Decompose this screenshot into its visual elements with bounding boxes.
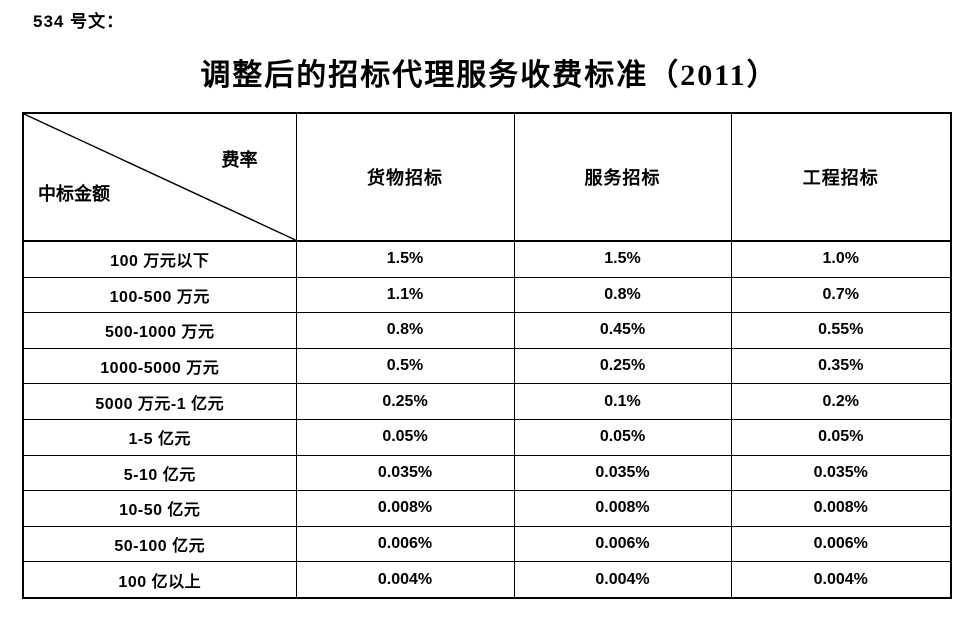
diagonal-line: [24, 114, 296, 240]
row-label: 5-10 亿元: [22, 454, 297, 492]
rate-value-cell: 0.006%: [513, 525, 732, 563]
rate-value-cell: 0.25%: [513, 347, 732, 385]
doc-number-label: 534 号文：: [33, 12, 125, 31]
table-row: 500-1000 万元 0.8% 0.45% 0.55%: [22, 312, 952, 349]
rate-value-cell: 0.008%: [513, 490, 732, 527]
rate-value-cell: 0.035%: [730, 454, 952, 492]
row-label: 1000-5000 万元: [22, 347, 297, 385]
rate-value-cell: 0.45%: [513, 312, 732, 349]
corner-label-amount: 中标金额: [38, 184, 110, 204]
row-label: 10-50 亿元: [22, 490, 297, 527]
table-row: 50-100 亿元 0.006% 0.006% 0.006%: [22, 525, 952, 563]
header-row: 费率 中标金额 货物招标 服务招标 工程招标: [22, 112, 952, 242]
table-row: 100 亿以上 0.004% 0.004% 0.004%: [22, 561, 952, 599]
diagonal-header-cell: 费率 中标金额: [22, 112, 297, 242]
rate-value-cell: 0.8%: [295, 312, 515, 349]
rate-value-cell: 0.8%: [513, 276, 732, 314]
fee-table-body: 100 万元以下 1.5% 1.5% 1.0% 100-500 万元 1.1% 0.8% 0.…: [22, 240, 952, 599]
rate-value-cell: 1.0%: [730, 240, 952, 278]
rate-value-cell: 0.35%: [730, 347, 952, 385]
table-row: 1-5 亿元 0.05% 0.05% 0.05%: [22, 418, 952, 456]
rate-value-cell: 1.5%: [513, 240, 732, 278]
column-header-goods: 货物招标: [295, 112, 515, 242]
table-row: 100-500 万元 1.1% 0.8% 0.7%: [22, 276, 952, 314]
rate-value-cell: 0.1%: [513, 383, 732, 420]
table-row: 10-50 亿元 0.008% 0.008% 0.008%: [22, 490, 952, 527]
table-row: 5-10 亿元 0.035% 0.035% 0.035%: [22, 454, 952, 492]
row-label: 500-1000 万元: [22, 312, 297, 349]
rate-value-cell: 0.55%: [730, 312, 952, 349]
page-title: 调整后的招标代理服务收费标准（2011）: [200, 59, 779, 92]
table-row: 1000-5000 万元 0.5% 0.25% 0.35%: [22, 347, 952, 385]
rate-value-cell: 0.006%: [295, 525, 515, 563]
rate-value-cell: 0.5%: [295, 347, 515, 385]
row-label: 5000 万元-1 亿元: [22, 383, 297, 420]
row-label: 100 万元以下: [22, 240, 297, 278]
rate-value-cell: 0.004%: [295, 561, 515, 599]
rate-value-cell: 0.05%: [730, 418, 952, 456]
rate-value-cell: 0.008%: [295, 490, 515, 527]
row-label: 100 亿以上: [22, 561, 297, 599]
corner-label-rate: 费率: [221, 150, 258, 170]
row-label: 50-100 亿元: [22, 525, 297, 563]
row-label: 100-500 万元: [22, 276, 297, 314]
rate-value-cell: 0.05%: [295, 418, 515, 456]
table-row: 5000 万元-1 亿元 0.25% 0.1% 0.2%: [22, 383, 952, 420]
rate-value-cell: 0.25%: [295, 383, 515, 420]
table-row: 100 万元以下 1.5% 1.5% 1.0%: [22, 240, 952, 278]
rate-value-cell: 0.2%: [730, 383, 952, 420]
fee-table: 费率 中标金额 货物招标 服务招标 工程招标 100 万元以下 1.5% 1.5% 1…: [22, 112, 952, 599]
rate-value-cell: 0.035%: [513, 454, 732, 492]
rate-value-cell: 0.7%: [730, 276, 952, 314]
rate-value-cell: 0.008%: [730, 490, 952, 527]
rate-value-cell: 1.1%: [295, 276, 515, 314]
rate-value-cell: 0.05%: [513, 418, 732, 456]
rate-value-cell: 0.006%: [730, 525, 952, 563]
rate-value-cell: 1.5%: [295, 240, 515, 278]
rate-value-cell: 0.035%: [295, 454, 515, 492]
row-label: 1-5 亿元: [22, 418, 297, 456]
column-header-works: 工程招标: [730, 112, 952, 242]
rate-value-cell: 0.004%: [730, 561, 952, 599]
column-header-services: 服务招标: [513, 112, 732, 242]
rate-value-cell: 0.004%: [513, 561, 732, 599]
